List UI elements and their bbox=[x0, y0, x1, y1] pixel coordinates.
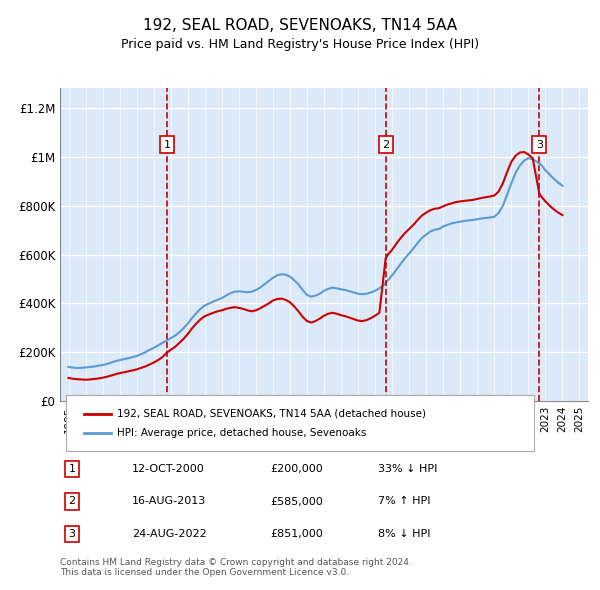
Text: 16-AUG-2013: 16-AUG-2013 bbox=[132, 497, 206, 506]
Text: 1: 1 bbox=[164, 140, 170, 150]
Text: HPI: Average price, detached house, Sevenoaks: HPI: Average price, detached house, Seve… bbox=[117, 428, 367, 438]
Text: £851,000: £851,000 bbox=[270, 529, 323, 539]
Text: £200,000: £200,000 bbox=[270, 464, 323, 474]
Text: 2: 2 bbox=[68, 497, 76, 506]
Text: 12-OCT-2000: 12-OCT-2000 bbox=[132, 464, 205, 474]
Text: Contains HM Land Registry data © Crown copyright and database right 2024.: Contains HM Land Registry data © Crown c… bbox=[60, 558, 412, 566]
Text: 33% ↓ HPI: 33% ↓ HPI bbox=[378, 464, 437, 474]
Text: 1: 1 bbox=[68, 464, 76, 474]
Text: Price paid vs. HM Land Registry's House Price Index (HPI): Price paid vs. HM Land Registry's House … bbox=[121, 38, 479, 51]
Text: 3: 3 bbox=[536, 140, 543, 150]
Text: This data is licensed under the Open Government Licence v3.0.: This data is licensed under the Open Gov… bbox=[60, 568, 349, 577]
Text: 24-AUG-2022: 24-AUG-2022 bbox=[132, 529, 207, 539]
Text: 192, SEAL ROAD, SEVENOAKS, TN14 5AA: 192, SEAL ROAD, SEVENOAKS, TN14 5AA bbox=[143, 18, 457, 32]
Text: £585,000: £585,000 bbox=[270, 497, 323, 506]
Text: 7% ↑ HPI: 7% ↑ HPI bbox=[378, 497, 431, 506]
Text: 8% ↓ HPI: 8% ↓ HPI bbox=[378, 529, 431, 539]
Text: 2: 2 bbox=[382, 140, 389, 150]
Text: 3: 3 bbox=[68, 529, 76, 539]
Text: 192, SEAL ROAD, SEVENOAKS, TN14 5AA (detached house): 192, SEAL ROAD, SEVENOAKS, TN14 5AA (det… bbox=[117, 409, 426, 418]
